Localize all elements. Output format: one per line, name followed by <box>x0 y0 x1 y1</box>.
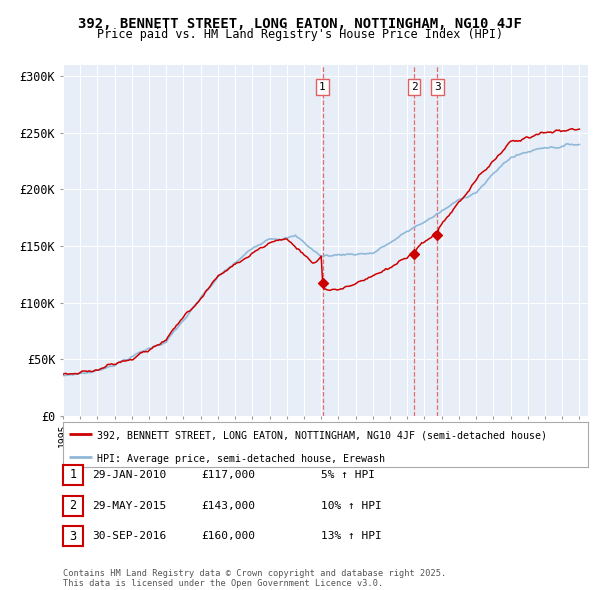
Point <box>410 250 419 259</box>
Text: 5% ↑ HPI: 5% ↑ HPI <box>321 470 375 480</box>
Text: 392, BENNETT STREET, LONG EATON, NOTTINGHAM, NG10 4JF: 392, BENNETT STREET, LONG EATON, NOTTING… <box>78 17 522 31</box>
Text: 392, BENNETT STREET, LONG EATON, NOTTINGHAM, NG10 4JF (semi-detached house): 392, BENNETT STREET, LONG EATON, NOTTING… <box>97 431 547 441</box>
Text: 2: 2 <box>411 82 418 92</box>
Text: 29-JAN-2010: 29-JAN-2010 <box>92 470 166 480</box>
Text: Price paid vs. HM Land Registry's House Price Index (HPI): Price paid vs. HM Land Registry's House … <box>97 28 503 41</box>
Text: 2: 2 <box>70 499 76 512</box>
Point <box>318 278 328 288</box>
Text: 1: 1 <box>319 82 326 92</box>
Text: £160,000: £160,000 <box>201 532 255 541</box>
Text: £117,000: £117,000 <box>201 470 255 480</box>
Point <box>433 230 442 240</box>
Text: 1: 1 <box>70 468 76 481</box>
Text: Contains HM Land Registry data © Crown copyright and database right 2025.
This d: Contains HM Land Registry data © Crown c… <box>63 569 446 588</box>
Text: HPI: Average price, semi-detached house, Erewash: HPI: Average price, semi-detached house,… <box>97 454 385 464</box>
Text: 30-SEP-2016: 30-SEP-2016 <box>92 532 166 541</box>
Text: 3: 3 <box>70 530 76 543</box>
Text: 29-MAY-2015: 29-MAY-2015 <box>92 501 166 510</box>
Text: 10% ↑ HPI: 10% ↑ HPI <box>321 501 382 510</box>
Text: 3: 3 <box>434 82 441 92</box>
Text: 13% ↑ HPI: 13% ↑ HPI <box>321 532 382 541</box>
Text: £143,000: £143,000 <box>201 501 255 510</box>
